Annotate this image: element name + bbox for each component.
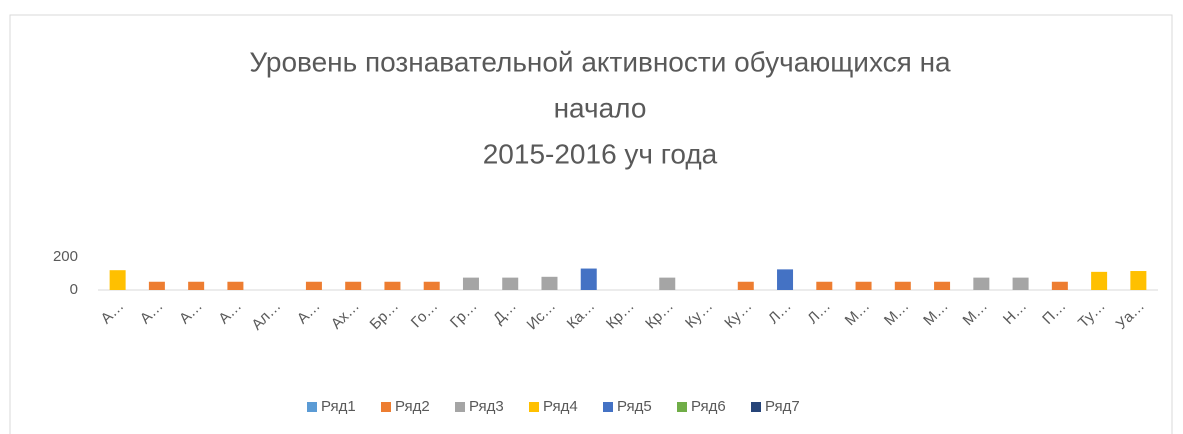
bar	[580, 268, 597, 290]
chart-title: начало	[554, 92, 647, 123]
legend-label: Ряд5	[617, 398, 652, 415]
bar	[109, 270, 126, 290]
bar	[973, 277, 990, 290]
legend-label: Ряд2	[395, 398, 430, 415]
bar	[345, 281, 362, 290]
bar	[502, 277, 519, 290]
legend-label: Ряд6	[691, 398, 726, 415]
bar	[777, 269, 794, 290]
bar	[541, 276, 558, 290]
bar	[1012, 277, 1029, 290]
y-tick-label: 0	[70, 281, 78, 298]
bar	[227, 281, 244, 290]
legend-label: Ряд7	[765, 398, 800, 415]
bar	[659, 277, 676, 290]
bar	[188, 281, 205, 290]
bar	[305, 281, 322, 290]
legend-label: Ряд4	[543, 398, 578, 415]
legend-swatch	[751, 402, 761, 412]
bar	[855, 281, 872, 290]
legend-swatch	[529, 402, 539, 412]
bar	[384, 281, 401, 290]
chart-frame	[9, 14, 1173, 434]
chart-title: 2015-2016 уч года	[483, 138, 718, 169]
bar	[423, 281, 440, 290]
y-tick-label: 200	[53, 248, 78, 265]
bar	[1091, 271, 1108, 290]
bar	[148, 281, 165, 290]
legend-swatch	[381, 402, 391, 412]
bar	[737, 281, 754, 290]
bar	[934, 281, 951, 290]
legend-swatch	[307, 402, 317, 412]
legend-swatch	[677, 402, 687, 412]
bar	[816, 281, 833, 290]
legend-swatch	[603, 402, 613, 412]
legend-label: Ряд1	[321, 398, 356, 415]
bar	[462, 277, 479, 290]
bar	[894, 281, 911, 290]
legend-label: Ряд3	[469, 398, 504, 415]
bar	[1130, 271, 1147, 290]
chart-title: Уровень познавательной активности обучаю…	[249, 46, 951, 77]
bar	[1051, 281, 1068, 290]
legend-swatch	[455, 402, 465, 412]
